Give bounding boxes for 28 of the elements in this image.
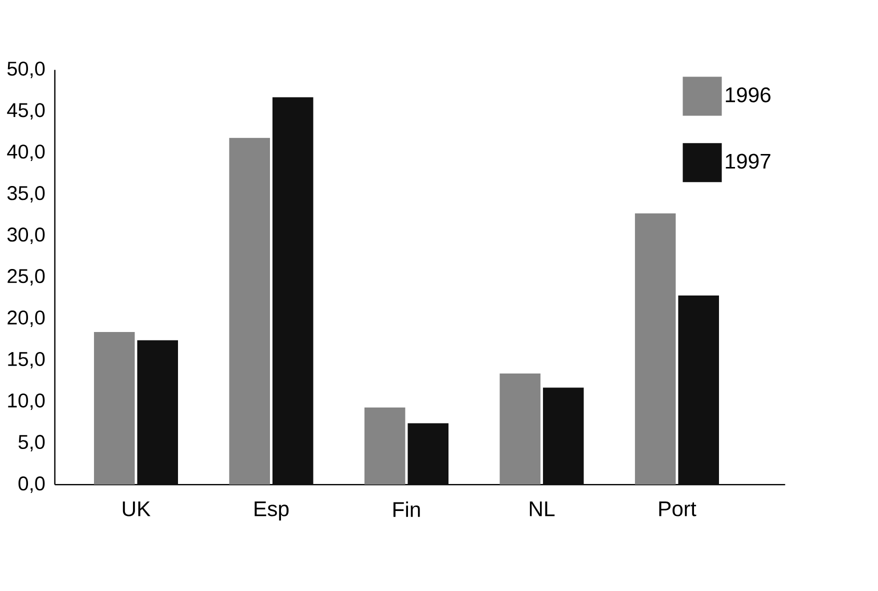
y-tick-label: 45,0 xyxy=(7,103,45,120)
y-tick-label: 40,0 xyxy=(7,144,45,162)
bar xyxy=(364,407,406,485)
bar xyxy=(137,340,178,485)
bar xyxy=(229,138,270,485)
x-tick-label: UK xyxy=(122,502,150,516)
x-tick-label: Port xyxy=(659,502,696,516)
y-tick-label: 50,0 xyxy=(7,62,45,78)
bar xyxy=(272,97,314,485)
bar xyxy=(678,295,719,485)
y-tick-label: 25,0 xyxy=(8,269,45,286)
y-tick-label: 5,0 xyxy=(18,434,45,452)
y-tick-label: 30,0 xyxy=(7,228,45,244)
x-tick-label: Fin xyxy=(394,502,420,517)
x-tick-label: NL xyxy=(530,502,555,516)
bar xyxy=(634,213,676,485)
y-tick-label: 15,0 xyxy=(8,352,45,368)
y-tick-label: 0,0 xyxy=(18,476,45,493)
y-tick-label: 10,0 xyxy=(8,393,45,410)
legend-label: 1997 xyxy=(726,154,770,169)
bar xyxy=(500,373,540,485)
bar xyxy=(542,388,584,485)
legend-label: 1996 xyxy=(726,87,770,102)
y-tick-label: 35,0 xyxy=(7,186,45,203)
bar xyxy=(94,332,135,485)
y-tick-label: 20,0 xyxy=(8,310,45,327)
bar xyxy=(408,423,448,485)
x-tick-label: Esp xyxy=(254,502,289,520)
